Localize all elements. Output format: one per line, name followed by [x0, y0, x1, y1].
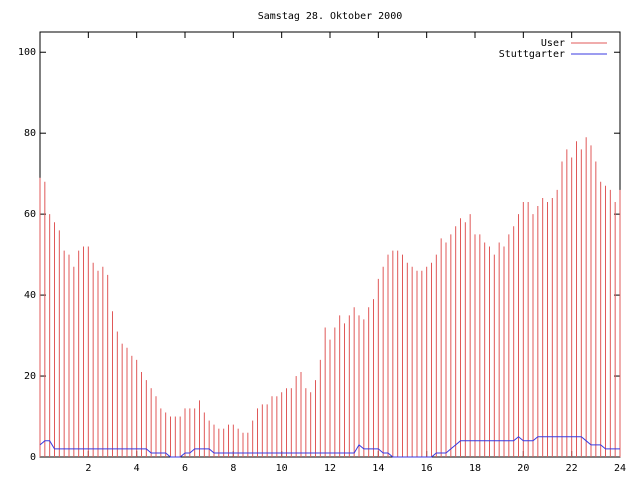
x-tick-label: 20 [517, 463, 529, 474]
y-tick-label: 80 [24, 128, 36, 139]
x-tick-label: 10 [276, 463, 288, 474]
y-tick-label: 60 [24, 209, 36, 220]
x-tick-label: 14 [372, 463, 384, 474]
x-tick-label: 8 [230, 463, 236, 474]
x-tick-label: 12 [324, 463, 336, 474]
y-tick-label: 40 [24, 290, 36, 301]
chart-title: Samstag 28. Oktober 2000 [258, 11, 403, 22]
x-tick-label: 22 [566, 463, 578, 474]
y-tick-label: 20 [24, 371, 36, 382]
y-tick-label: 0 [30, 452, 36, 463]
legend-label: User [541, 38, 565, 49]
x-tick-label: 2 [85, 463, 91, 474]
x-tick-label: 18 [469, 463, 481, 474]
x-tick-label: 6 [182, 463, 188, 474]
y-tick-label: 100 [18, 47, 36, 58]
x-tick-label: 24 [614, 463, 626, 474]
series-line [39, 436, 620, 458]
legend-label: Stuttgarter [499, 49, 565, 60]
x-tick-label: 4 [134, 463, 140, 474]
x-tick-label: 16 [421, 463, 433, 474]
